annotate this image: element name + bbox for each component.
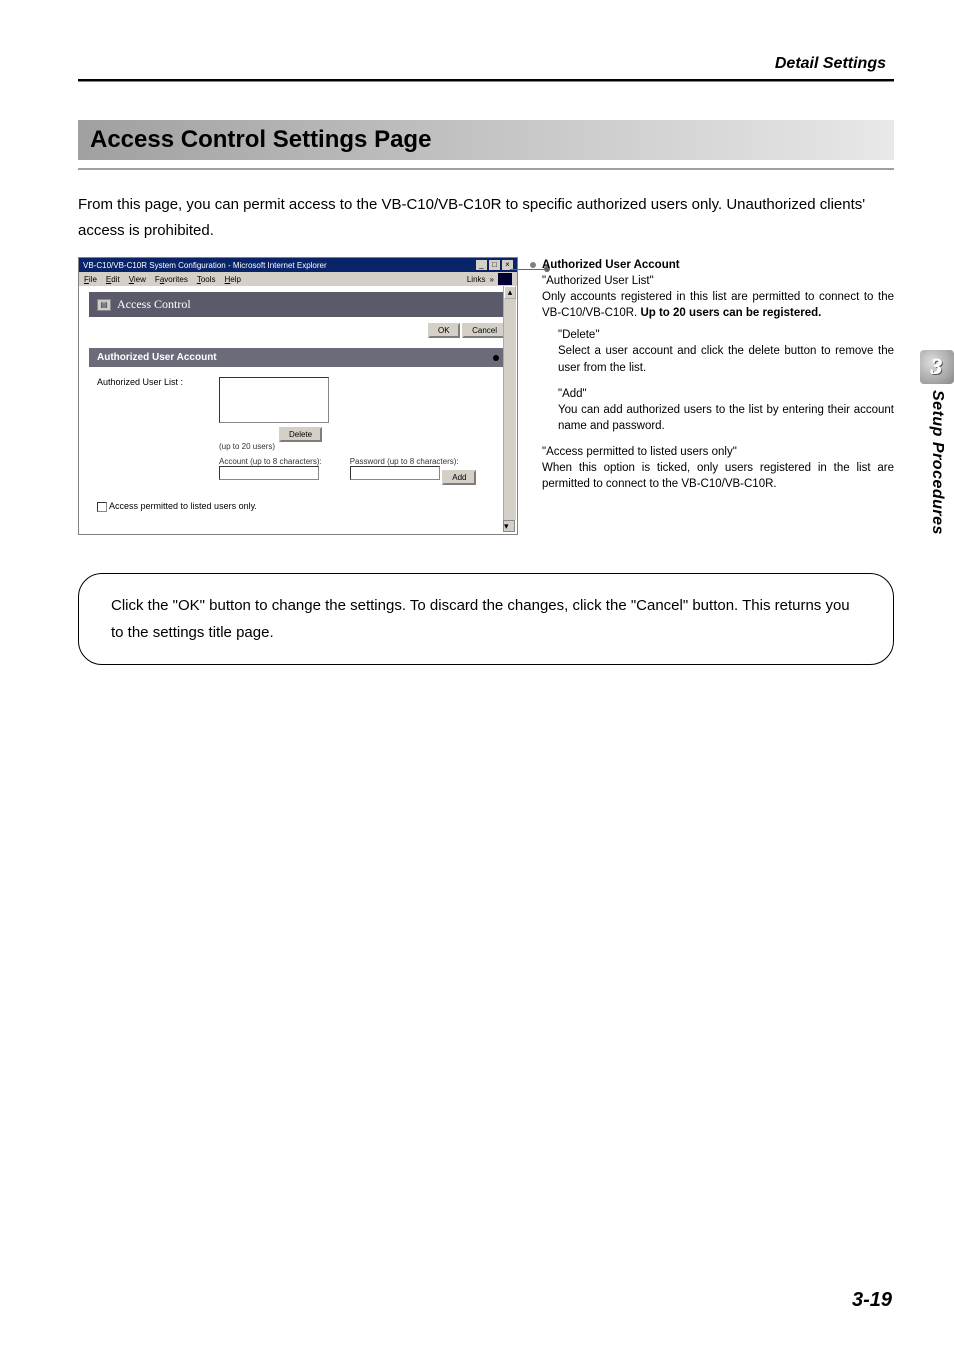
delete-title: "Delete" [558, 327, 894, 343]
password-input[interactable] [350, 466, 440, 480]
scroll-up-icon[interactable]: ▴ [504, 286, 516, 299]
scroll-down-icon[interactable]: ▾ [503, 520, 515, 532]
delete-button[interactable]: Delete [279, 427, 322, 442]
chapter-label: Setup Procedures [928, 390, 946, 535]
access-permitted-checkbox[interactable] [97, 502, 107, 512]
account-input[interactable] [219, 466, 319, 480]
page-number: 3-19 [852, 1289, 892, 1312]
header-rule [78, 79, 894, 82]
delete-text: Select a user account and click the dele… [558, 343, 894, 375]
users-hint: (up to 20 users) [219, 442, 322, 451]
section-header-text: Authorized User Account [97, 352, 217, 363]
window-controls: _ □ × [476, 260, 513, 270]
add-title: "Add" [558, 386, 894, 402]
side-tab: 3 Setup Procedures [920, 350, 954, 535]
user-list-label: Authorized User List : [97, 377, 207, 387]
add-button[interactable]: Add [442, 470, 476, 485]
explain-heading: Authorized User Account [530, 257, 894, 273]
title-underline [78, 168, 894, 170]
menu-view[interactable]: View [129, 275, 146, 284]
access-text: When this option is ticked, only users r… [542, 460, 894, 492]
menu-favorites[interactable]: Favorites [155, 275, 188, 284]
access-permitted-label: Access permitted to listed users only. [109, 501, 257, 511]
section-header: Authorized User Account [89, 348, 507, 367]
chapter-badge: 3 [920, 350, 954, 384]
vertical-scrollbar[interactable]: ▴ [503, 286, 516, 520]
intro-text: From this page, you can permit access to… [78, 192, 894, 243]
window-titlebar: VB-C10/VB-C10R System Configuration - Mi… [79, 258, 517, 272]
ok-button[interactable]: OK [428, 323, 460, 338]
cancel-button[interactable]: Cancel [462, 323, 507, 338]
access-control-banner: ▤ Access Control [89, 292, 507, 317]
page-title: Access Control Settings Page [78, 120, 894, 160]
explanation-column: Authorized User Account "Authorized User… [530, 257, 894, 498]
password-label: Password (up to 8 characters): [350, 457, 477, 466]
minimize-icon[interactable]: _ [476, 260, 487, 270]
note-box: Click the "OK" button to change the sett… [78, 573, 894, 665]
access-title: "Access permitted to listed users only" [542, 444, 894, 460]
menu-tools[interactable]: Tools [197, 275, 216, 284]
menubar: FFileile Edit View Favorites Tools Help … [79, 272, 517, 286]
menu-links-chevron[interactable]: » [490, 275, 494, 284]
menu-edit[interactable]: Edit [106, 275, 120, 284]
userlist-text: Only accounts registered in this list ar… [542, 289, 894, 321]
window-title: VB-C10/VB-C10R System Configuration - Mi… [83, 261, 327, 270]
add-text: You can add authorized users to the list… [558, 402, 894, 434]
banner-title: Access Control [117, 297, 191, 312]
maximize-icon[interactable]: □ [489, 260, 500, 270]
menu-help[interactable]: Help [225, 275, 241, 284]
header-section-title: Detail Settings [78, 55, 894, 73]
ie-window: VB-C10/VB-C10R System Configuration - Mi… [78, 257, 518, 535]
user-listbox[interactable] [219, 377, 329, 423]
menu-links[interactable]: Links [467, 275, 486, 284]
ie-throbber-icon [498, 273, 512, 285]
account-label: Account (up to 8 characters): [219, 457, 322, 466]
card-icon: ▤ [97, 299, 111, 311]
menu-file[interactable]: FFileile [84, 275, 97, 284]
userlist-title: "Authorized User List" [542, 273, 894, 289]
section-marker-dot [493, 355, 499, 361]
